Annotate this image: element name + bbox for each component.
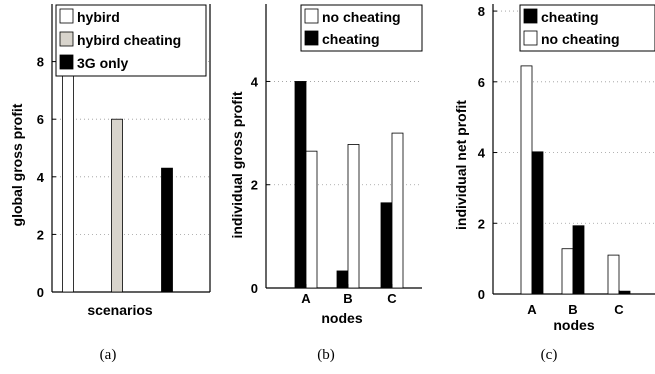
y-tick-label: 6: [478, 75, 485, 90]
legend-label: cheating: [322, 31, 380, 47]
panel-caption: (b): [317, 347, 335, 363]
bar-A-cheating: [294, 81, 307, 289]
y-tick-label: 8: [478, 4, 485, 19]
panel-caption: (a): [100, 347, 117, 363]
bar-hybird-cheating: [111, 118, 123, 293]
bar-B-cheating: [336, 270, 349, 289]
legend: no cheating cheating: [300, 4, 423, 52]
x-tick-label: A: [301, 291, 311, 306]
y-tick-label: 0: [37, 285, 44, 300]
x-axis-label: nodes: [321, 310, 362, 326]
y-tick-label: 2: [37, 227, 44, 242]
legend-swatch: [59, 31, 74, 47]
y-axis-label: global gross profit: [9, 103, 25, 226]
x-tick-label: C: [387, 291, 397, 306]
bar-C-no-cheating: [391, 132, 404, 289]
bar-C-no-cheating: [607, 254, 620, 295]
bar-C-cheating: [380, 202, 393, 289]
legend-label: hybird: [77, 9, 120, 25]
x-tick-label: A: [527, 302, 537, 317]
bar-hybird: [62, 46, 74, 293]
x-tick-label: B: [343, 291, 352, 306]
bar-A-no-cheating: [520, 65, 533, 295]
legend-box: [519, 4, 655, 52]
y-tick-label: 0: [478, 287, 485, 302]
y-tick-label: 6: [37, 112, 44, 127]
x-axis-label: nodes: [553, 317, 594, 333]
y-tick-label: 2: [251, 178, 258, 193]
panel-caption: (c): [541, 347, 558, 363]
y-tick-label: 4: [37, 170, 45, 185]
legend: hybird hybird cheating 3G only: [55, 4, 207, 77]
legend-swatch: [304, 30, 319, 46]
legend-swatch: [523, 30, 538, 46]
bar-B-no-cheating: [347, 144, 360, 289]
bar-B-cheating: [572, 225, 585, 295]
y-axis-label: individual net profit: [453, 100, 469, 230]
y-axis-label: individual gross profit: [229, 91, 245, 238]
x-axis-label: scenarios: [87, 302, 153, 318]
y-tick-label: 4: [251, 74, 259, 89]
bar-A-no-cheating: [305, 150, 318, 289]
legend-label: cheating: [541, 9, 599, 25]
legend-swatch: [59, 54, 74, 70]
legend-box: [55, 4, 207, 77]
bar-3G-only: [161, 167, 173, 293]
legend-label: no cheating: [541, 31, 620, 47]
legend-swatch: [59, 8, 74, 24]
chart-panel-1: 0 2 4 6 8 scenarios global gross profit (a) hybi…: [9, 4, 211, 363]
y-tick-label: 2: [478, 216, 485, 231]
legend-box: [300, 4, 423, 52]
y-tick-label: 8: [37, 55, 44, 70]
bar-C-cheating: [618, 290, 631, 295]
legend-label: hybird cheating: [77, 32, 181, 48]
y-tick-label: 4: [478, 146, 486, 161]
y-tick-label: 0: [251, 281, 258, 296]
legend-label: 3G only: [77, 55, 129, 71]
legend-swatch: [304, 8, 319, 24]
bar-A-cheating: [531, 151, 544, 295]
legend-swatch: [523, 8, 538, 24]
legend-label: no cheating: [322, 9, 401, 25]
legend: cheating no cheating: [519, 4, 655, 52]
bar-B-no-cheating: [561, 248, 574, 295]
x-tick-label: B: [568, 302, 577, 317]
x-tick-label: C: [614, 302, 624, 317]
